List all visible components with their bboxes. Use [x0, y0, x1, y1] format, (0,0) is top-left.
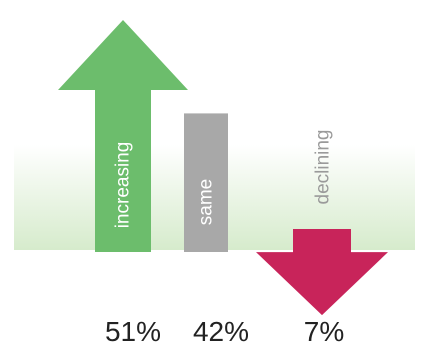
bar-label-same: same	[196, 179, 217, 225]
declining-arrow	[256, 229, 388, 316]
increasing-arrow	[58, 19, 188, 253]
bar-label-increasing: increasing	[113, 142, 134, 229]
bar-label-declining: declining	[313, 130, 334, 205]
value-label-declining: 7%	[304, 316, 344, 347]
same-bar	[184, 113, 228, 253]
value-label-same: 42%	[193, 316, 249, 347]
value-label-increasing: 51%	[105, 316, 161, 347]
